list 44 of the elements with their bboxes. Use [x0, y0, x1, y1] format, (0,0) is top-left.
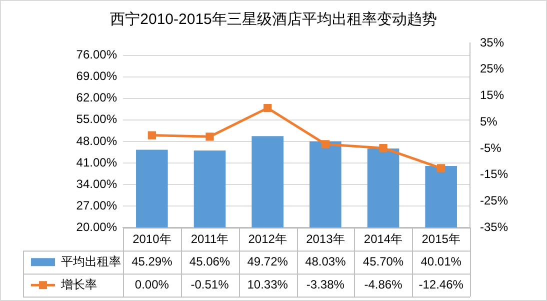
y2-tick-label: -15%	[480, 167, 508, 182]
y-tick-label: 20.00%	[76, 220, 118, 234]
data-label: -0.51%	[190, 277, 230, 292]
point	[264, 104, 272, 112]
data-label: 48.03%	[305, 254, 346, 268]
data-label: 40.01%	[420, 254, 462, 268]
point	[379, 144, 388, 152]
point	[437, 164, 446, 172]
data-label: -4.86%	[364, 277, 403, 292]
data-label: 49.72%	[247, 254, 288, 268]
data-label: 0.00%	[134, 277, 170, 292]
y-tick-label: 55.00%	[76, 112, 118, 126]
y-tick-label: 41.00%	[76, 155, 118, 170]
legend-label: 平均出租率	[61, 254, 121, 268]
x-tick-label: 2012年	[248, 232, 287, 246]
y2-tick-label: -35%	[480, 220, 508, 234]
point	[206, 132, 214, 141]
y2-tick-label: 5%	[480, 114, 498, 128]
legend-label: 增长率	[60, 277, 97, 292]
x-tick-label: 2010年	[132, 232, 172, 246]
chart-title: 西宁2010-2015年三星级酒店平均出租率变动趋势	[110, 11, 437, 28]
y-tick-label: 62.00%	[76, 90, 118, 105]
x-tick-label: 2015年	[422, 232, 460, 246]
y-tick-label: 34.00%	[76, 176, 118, 191]
x-tick-label: 2011年	[190, 232, 229, 246]
y2-tick-label: 15%	[480, 88, 504, 102]
data-label: 45.06%	[189, 254, 230, 268]
data-label: 45.29%	[132, 254, 173, 268]
point	[148, 131, 156, 140]
x-tick-label: 2014年	[364, 232, 403, 246]
y2-tick-label: 25%	[480, 62, 504, 76]
y2-tick-label: -5%	[480, 140, 502, 155]
y2-tick-label: 35%	[480, 35, 504, 50]
y2-tick-label: -25%	[480, 194, 508, 208]
data-label: -3.38%	[306, 277, 345, 292]
y-tick-label: 76.00%	[76, 48, 118, 62]
data-label: -12.46%	[418, 277, 464, 292]
y-tick-label: 27.00%	[76, 198, 118, 212]
data-label: 10.33%	[247, 277, 288, 292]
y-tick-label: 69.00%	[76, 69, 118, 84]
y-tick-label: 48.00%	[76, 134, 118, 148]
data-label: 45.70%	[362, 254, 404, 268]
point	[321, 140, 330, 148]
x-tick-label: 2013年	[306, 232, 345, 246]
